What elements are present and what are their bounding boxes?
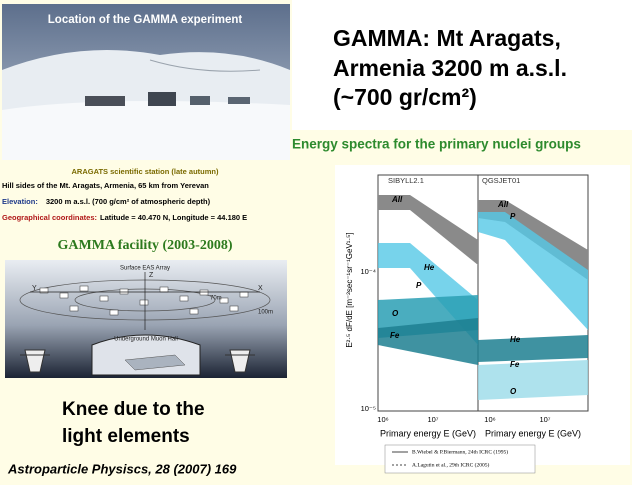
- x-axis-label: Primary energy E (GeV): [380, 428, 476, 438]
- legend-entry: B.Wiebel & P.Biermann, 24th ICRC (1995): [412, 448, 508, 455]
- distance-label: 70m: [210, 296, 222, 302]
- reference: Astroparticle Physiscs, 28 (2007) 169: [7, 461, 237, 476]
- group-label: He: [424, 263, 435, 272]
- station-location: Hill sides of the Mt. Aragats, Armenia, …: [2, 181, 209, 190]
- axis-label: Z: [149, 272, 154, 279]
- group-label: O: [510, 387, 517, 396]
- array-label: Surface EAS Array: [120, 266, 170, 272]
- value: Latitude = 40.470 N, Longitude = 44.180 …: [100, 213, 247, 222]
- group-label: All: [391, 195, 403, 204]
- x-tick-label: 10⁶: [377, 415, 388, 424]
- x-tick-label: 10⁶: [484, 415, 495, 424]
- group-label: P: [416, 281, 422, 290]
- group-label: P: [510, 212, 516, 221]
- group-label: He: [510, 335, 521, 344]
- group-label: Fe: [510, 360, 520, 369]
- group-label: Fe: [390, 331, 400, 340]
- station-elevation: Elevation: 3200 m a.s.l. (700 g/cm² of at…: [2, 197, 211, 206]
- legend: [384, 444, 536, 474]
- legend-entry: A.Lagutin et al., 29th ICRC (2005): [412, 461, 489, 468]
- station-coordinates: Geographical coordinates: Latitude = 40.4…: [2, 213, 247, 222]
- x-tick-label: 10⁷: [427, 415, 438, 424]
- facility-title: GAMMA facility (2003-2008): [58, 238, 233, 253]
- value: 3200 m a.s.l. (700 g/cm² of atmospheric …: [46, 197, 211, 206]
- photo-caption: Location of the GAMMA experiment: [48, 14, 243, 26]
- axis-label: X: [258, 285, 263, 292]
- panel-label: SIBYLL2.1: [388, 176, 424, 185]
- label: Geographical coordinates:: [2, 213, 97, 222]
- facility-diagram: [5, 260, 287, 378]
- spectra-plot: [335, 165, 630, 465]
- title: (~700 gr/cm²): [333, 84, 477, 110]
- title: Armenia 3200 m a.s.l.: [333, 55, 567, 81]
- y-tick-label: 10⁻⁴: [360, 267, 376, 276]
- group-label: All: [497, 200, 509, 209]
- knee-text: Knee due to the: [62, 399, 205, 420]
- x-tick-label: 10⁷: [539, 415, 550, 424]
- group-label: O: [392, 309, 399, 318]
- distance-label: 100m: [258, 310, 273, 316]
- station-caption: ARAGATS scientific station (late autumn): [72, 167, 219, 176]
- photo: [2, 4, 290, 160]
- spectra-title: Energy spectra for the primary nuclei gr…: [292, 137, 581, 152]
- panel-label: QGSJET01: [482, 176, 520, 185]
- label: Elevation:: [2, 197, 38, 206]
- hall-label: Underground Muon Hall: [114, 337, 178, 343]
- axis-label: Y: [32, 285, 37, 292]
- y-tick-label: 10⁻⁵: [361, 404, 376, 413]
- x-axis-label: Primary energy E (GeV): [485, 428, 581, 438]
- y-axis-label: E²·⁵ dF/dE [m⁻²sec⁻¹sr⁻¹GeV¹·⁵]: [345, 232, 354, 347]
- knee-text: light elements: [62, 426, 190, 447]
- title: GAMMA: Mt Aragats,: [333, 25, 561, 51]
